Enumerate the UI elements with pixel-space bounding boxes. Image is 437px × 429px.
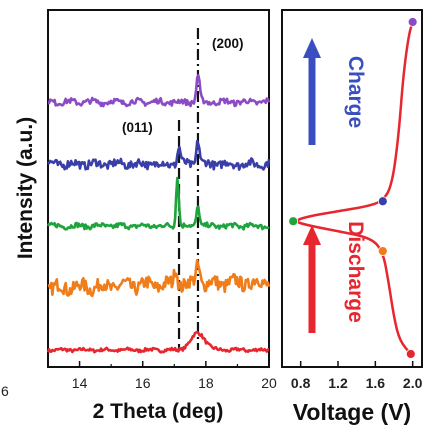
voltage-x-ticks: 0.8 1.2 1.6 2.0 xyxy=(291,361,423,391)
xrd-y-axis-title: Intensity (a.u.) xyxy=(14,117,37,259)
xrd-series-group xyxy=(46,73,271,354)
voltage-point-1 xyxy=(377,246,388,256)
edge-fragment-text: 6 xyxy=(1,383,9,399)
xrd-plot-frame xyxy=(47,9,270,368)
xrd-reference-lines xyxy=(177,28,200,350)
voltage-points xyxy=(288,17,418,359)
xrd-series-line-4 xyxy=(47,73,271,108)
charge-arrowhead xyxy=(303,38,321,58)
xrd-x-ticks: 14 16 18 20 xyxy=(47,361,277,391)
discharge-arrowhead xyxy=(303,225,321,245)
charge-label: Charge xyxy=(344,56,367,128)
annotation-200: (200) xyxy=(212,36,244,51)
xrd-x-tick-label: 18 xyxy=(198,375,214,391)
voltage-panel: Charge Discharge 0.8 1.2 1.6 2.0 Voltage (V… xyxy=(281,9,423,425)
voltage-point-4 xyxy=(407,17,418,27)
voltage-x-axis-title: Voltage (V) xyxy=(293,399,411,425)
xrd-series-line-3 xyxy=(47,139,271,171)
voltage-point-0 xyxy=(405,349,416,359)
xrd-x-tick-label: 20 xyxy=(261,375,277,391)
xrd-x-tick-label: 16 xyxy=(135,375,151,391)
voltage-x-tick-label: 1.6 xyxy=(366,375,386,391)
voltage-direction-labels: Charge Discharge xyxy=(303,38,367,333)
voltage-point-3 xyxy=(377,196,388,207)
voltage-plot-frame xyxy=(281,9,423,368)
voltage-x-tick-label: 1.2 xyxy=(328,375,348,391)
xrd-series-line-2 xyxy=(46,176,270,231)
xrd-series-line-1 xyxy=(47,259,271,298)
voltage-point-2 xyxy=(288,216,299,227)
xrd-x-tick-label: 14 xyxy=(72,375,88,391)
annotation-011: (011) xyxy=(122,120,153,135)
voltage-x-tick-label: 0.8 xyxy=(291,375,311,391)
xrd-panel: 14 16 18 20 (200) (011) 2 Theta (deg) Inten… xyxy=(1,9,277,423)
xrd-series-line-0 xyxy=(46,330,270,354)
xrd-x-axis-title: 2 Theta (deg) xyxy=(93,400,224,423)
voltage-x-tick-label: 2.0 xyxy=(403,375,423,391)
discharge-label: Discharge xyxy=(344,221,367,323)
